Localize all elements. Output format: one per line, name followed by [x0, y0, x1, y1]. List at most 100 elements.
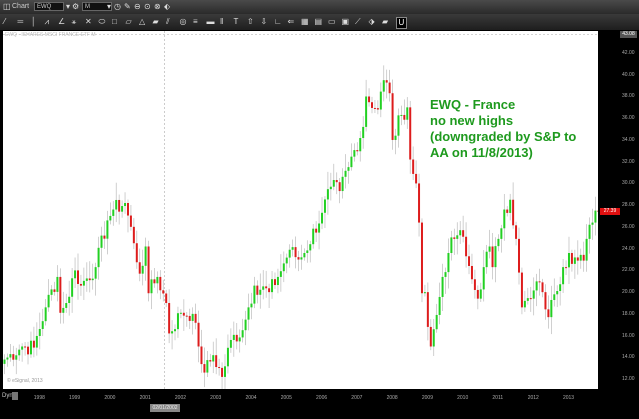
ellipse-tool-icon[interactable]: ⬭ [98, 17, 106, 26]
candle-body [68, 296, 71, 304]
candle [553, 278, 556, 307]
candle-body [285, 257, 288, 264]
candle-body [321, 212, 324, 224]
fan-tool-icon[interactable]: ≡ [193, 17, 198, 26]
candle [271, 271, 274, 299]
candle-body [303, 253, 306, 258]
candle-body [88, 278, 91, 281]
candle-body [435, 314, 438, 330]
candle [121, 200, 124, 218]
candle [362, 116, 365, 149]
candle [97, 236, 100, 280]
candle [579, 248, 582, 269]
gann-tool-icon[interactable]: ✕ [85, 17, 92, 26]
candle-body [121, 206, 124, 212]
link-tool-icon[interactable]: ⟋ [355, 17, 361, 26]
unlock-tool-icon[interactable]: U [395, 17, 408, 29]
triangle-tool-icon[interactable]: △ [139, 17, 146, 26]
candle [188, 308, 191, 330]
candle [576, 240, 579, 275]
fib-tool-icon[interactable]: ∠ [58, 17, 66, 26]
candle [250, 292, 253, 320]
candle-body [235, 334, 238, 342]
arrow-tool-icon[interactable]: ⇩ [260, 17, 268, 26]
candle-body [12, 354, 15, 360]
candle-body [15, 355, 18, 360]
zoom-out-icon[interactable]: ⊖ [134, 2, 141, 11]
candle [453, 228, 456, 255]
symbol-input[interactable]: EWQ [34, 2, 64, 11]
time-axis[interactable]: Dyn 02/01/2002 1998 1999 2000 2001 2002 2003 2… [0, 389, 639, 419]
candle-body [491, 246, 494, 268]
horizontal-line-tool-icon[interactable]: ═ [17, 17, 24, 26]
bars-tool-icon[interactable]: ▬ [206, 17, 215, 26]
line-tool-icon[interactable]: ⁄ [4, 17, 6, 26]
candle [206, 351, 209, 378]
candle [594, 196, 597, 236]
erase-tool-icon[interactable]: ⬗ [368, 17, 375, 26]
candle [397, 108, 400, 148]
candle [526, 287, 529, 305]
candle [291, 239, 294, 257]
candle-body [150, 279, 153, 294]
candle [6, 353, 9, 367]
measure-tool-icon[interactable]: ∟ [274, 17, 282, 26]
clock-icon[interactable]: ◷ [114, 2, 121, 11]
symbol-settings-icon[interactable]: ⚙ [72, 2, 80, 11]
candle [476, 285, 479, 310]
channel-tool-icon[interactable]: ⫽ [166, 17, 170, 26]
circle-tool-icon[interactable]: ◎ [179, 17, 187, 26]
annotation-line: AA on 11/8/2013) [430, 145, 533, 160]
candle [582, 241, 585, 272]
grid-tool-icon[interactable]: ▦ [301, 17, 309, 26]
symbol-dropdown-icon[interactable]: ▾ [66, 2, 71, 11]
pitchfork-tool-icon[interactable]: ⚹ [71, 17, 77, 26]
candle-body [420, 222, 423, 294]
candle [565, 260, 568, 276]
table-tool-icon[interactable]: ▤ [314, 17, 323, 26]
period-button[interactable] [12, 392, 18, 400]
candle [468, 244, 471, 275]
chart-plot-area[interactable]: EWQ - ISHARES MSCI FRANCE ETF M EWQ - Fr… [3, 31, 598, 389]
candle-body [229, 339, 232, 348]
parallelogram-tool-icon[interactable]: ▱ [125, 17, 132, 26]
template-tool-icon[interactable]: ▰ [382, 17, 389, 26]
candle-body [294, 247, 297, 258]
link-icon[interactable]: ⬖ [164, 2, 171, 11]
candle-body [191, 313, 194, 321]
interval-dropdown-icon[interactable]: ▾ [107, 2, 112, 11]
trend-tool-icon[interactable]: ⩘ [44, 17, 50, 26]
candle-body [232, 334, 235, 340]
rectangle-tool-icon[interactable]: □ [112, 17, 117, 26]
stop-icon[interactable]: ⊗ [154, 2, 161, 11]
candle-body [415, 173, 418, 184]
candle-body [224, 366, 226, 377]
cursor-tool-icon[interactable]: ⇐ [287, 17, 295, 26]
pencil-icon[interactable]: ✎ [124, 2, 131, 11]
candle-body [124, 203, 127, 207]
chart-annotation[interactable]: EWQ - France no new highs (downgraded by… [430, 97, 576, 161]
toggle-tool-icon[interactable]: ▭ [328, 17, 336, 26]
text-tool-icon[interactable]: T [233, 17, 239, 26]
candle-body [456, 235, 459, 239]
candle [429, 319, 432, 351]
brush-tool-icon[interactable]: ▰ [152, 17, 159, 26]
candle-body [341, 176, 344, 192]
vertical-line-tool-icon[interactable]: │ [31, 17, 36, 26]
candle-body [570, 253, 573, 264]
marker-tool-icon[interactable]: ⇧ [247, 17, 254, 26]
candle-body [597, 210, 598, 212]
candle-body [276, 276, 279, 286]
refresh-icon[interactable]: ⊙ [144, 2, 151, 11]
columns-tool-icon[interactable]: ‖ [220, 17, 224, 26]
candle-body [194, 313, 197, 323]
candle [420, 218, 423, 303]
candle [53, 281, 56, 296]
interval-input[interactable]: M [82, 2, 112, 11]
box-tool-icon[interactable]: ▣ [341, 17, 350, 26]
candle [323, 196, 326, 228]
candle-body [209, 360, 212, 362]
price-axis[interactable]: 43.08 27.39 42.00 40.00 38.00 36.00 34.00 32.… [598, 31, 639, 389]
candle-body [162, 290, 165, 294]
candle [126, 199, 129, 233]
